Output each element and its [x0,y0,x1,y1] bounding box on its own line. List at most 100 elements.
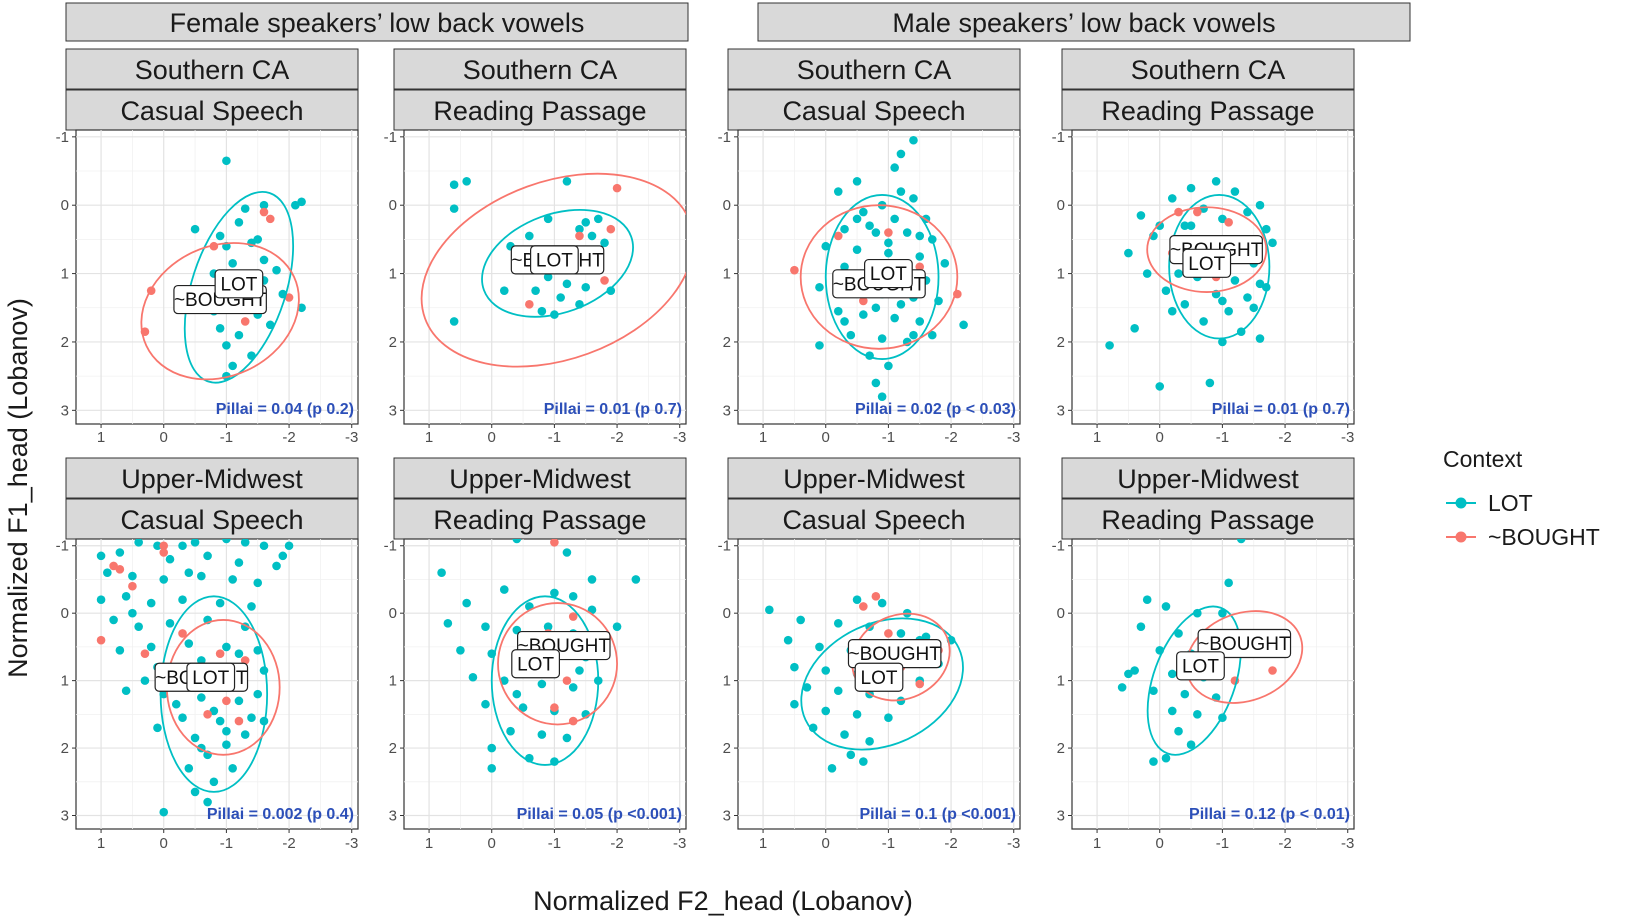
y-tick-label: -1 [56,129,69,146]
point-bought [222,696,231,706]
strip-style-bg [393,498,687,540]
point-lot [1180,221,1190,231]
point-lot [840,317,849,326]
centroid-label-text: LOT [192,668,229,689]
pillai-annotation: Pillai = 0.1 (p <0.001) [859,806,1016,823]
centroid-label-box [186,662,236,692]
data-layer [420,172,686,368]
y-tick-label: 1 [723,673,731,690]
point-bought [612,183,622,193]
point-lot [1236,539,1246,544]
data-layer [96,539,294,817]
point-lot [215,323,225,333]
point-lot [1230,276,1240,285]
point-bought [1268,666,1277,675]
point-lot [499,585,509,594]
point-lot [190,224,200,234]
point-lot [890,163,899,172]
point-lot [184,764,194,773]
point-lot [575,224,584,234]
point-lot [959,320,968,330]
point-lot [140,676,150,685]
point-lot [606,286,616,295]
point-lot [247,713,256,723]
point-lot [443,619,453,628]
panel-4: Southern CA Reading Passage 1 0 -1 -2 -3 -1 0 1 2 3… [1052,48,1355,446]
point-lot [821,241,831,251]
strip-region-label: Southern CA [797,55,952,85]
point-lot [1199,317,1208,326]
point-lot [468,672,478,682]
point-lot [259,541,269,551]
strip-region-bg [393,457,687,499]
gridlines [738,130,1020,424]
point-lot [587,231,597,241]
point-lot [1136,622,1146,631]
point-lot [802,683,812,692]
group-strip-male-label: Male speakers’ low back vowels [892,8,1275,38]
point-lot [190,539,200,547]
point-lot [1142,269,1152,278]
y-tick-label: 0 [61,197,69,214]
ellipse-lot [159,595,269,793]
point-lot [525,231,534,241]
centroid-label-lot: LOT [1176,651,1225,681]
y-tick-label: -1 [384,538,397,555]
centroid-label-text: LOT [517,654,554,675]
point-lot [259,255,269,265]
panels-layer: Southern CA Casual Speech 1 0 -1 -2 -3 -1 0 1 2 3 ~B… [56,48,1355,852]
point-lot [222,740,231,749]
point-lot [487,743,497,753]
point-lot [1136,211,1146,220]
x-tick-label: -3 [1007,429,1020,446]
point-lot [543,272,553,282]
strip-region-bg [1061,457,1355,499]
pillai-annotation: Pillai = 0.01 (p 0.7) [544,401,682,418]
point-lot [1205,378,1215,388]
point-lot [228,259,237,268]
y-tick-label: 2 [61,740,69,757]
strip-style-bg [393,89,687,131]
strip-style-bg [1061,89,1355,131]
strip-style-label: Casual Speech [120,96,303,126]
point-lot [109,615,118,625]
point-lot [234,218,244,227]
point-lot [833,306,843,316]
x-tick-label: -2 [1278,429,1291,446]
y-tick-label: 1 [389,266,397,283]
point-lot [512,689,522,699]
point-bought [884,228,893,237]
point-lot [821,666,831,675]
centroid-label-box [529,245,579,275]
strip-region-label: Upper-Midwest [783,464,965,494]
centroid-label-lot: LOT [529,245,579,275]
gridlines [404,539,686,829]
point-lot [190,787,200,797]
x-tick-label: 1 [759,835,767,852]
strip-style-label: Reading Passage [433,505,646,535]
point-lot [228,764,237,773]
x-tick-label: -1 [220,835,233,852]
pillai-annotation: Pillai = 0.002 (p 0.4) [207,806,354,823]
x-axis-title: Normalized F2_head (Lobanov) [533,886,913,916]
y-tick-label: 1 [61,266,69,283]
point-lot [909,194,918,203]
point-lot [1124,669,1133,679]
point-lot [537,306,547,316]
strip-style-bg [1061,498,1355,540]
panel-7: Upper-Midwest Casual Speech 1 0 -1 -2 -3 -1 0 1 2 3… [718,457,1021,852]
ellipse-lot [490,595,600,766]
point-lot [222,642,231,652]
point-bought [115,565,125,574]
point-lot [940,259,950,268]
y-axis-title: Normalized F1_head (Lobanov) [3,298,33,678]
point-lot [562,176,572,186]
point-lot [859,207,868,217]
point-lot [209,777,219,787]
point-bought [203,710,212,719]
point-lot [1268,238,1277,248]
point-lot [852,176,862,186]
y-tick-label: 0 [723,605,731,622]
centroid-label-box [1176,651,1225,681]
y-tick-label: 2 [723,334,731,351]
